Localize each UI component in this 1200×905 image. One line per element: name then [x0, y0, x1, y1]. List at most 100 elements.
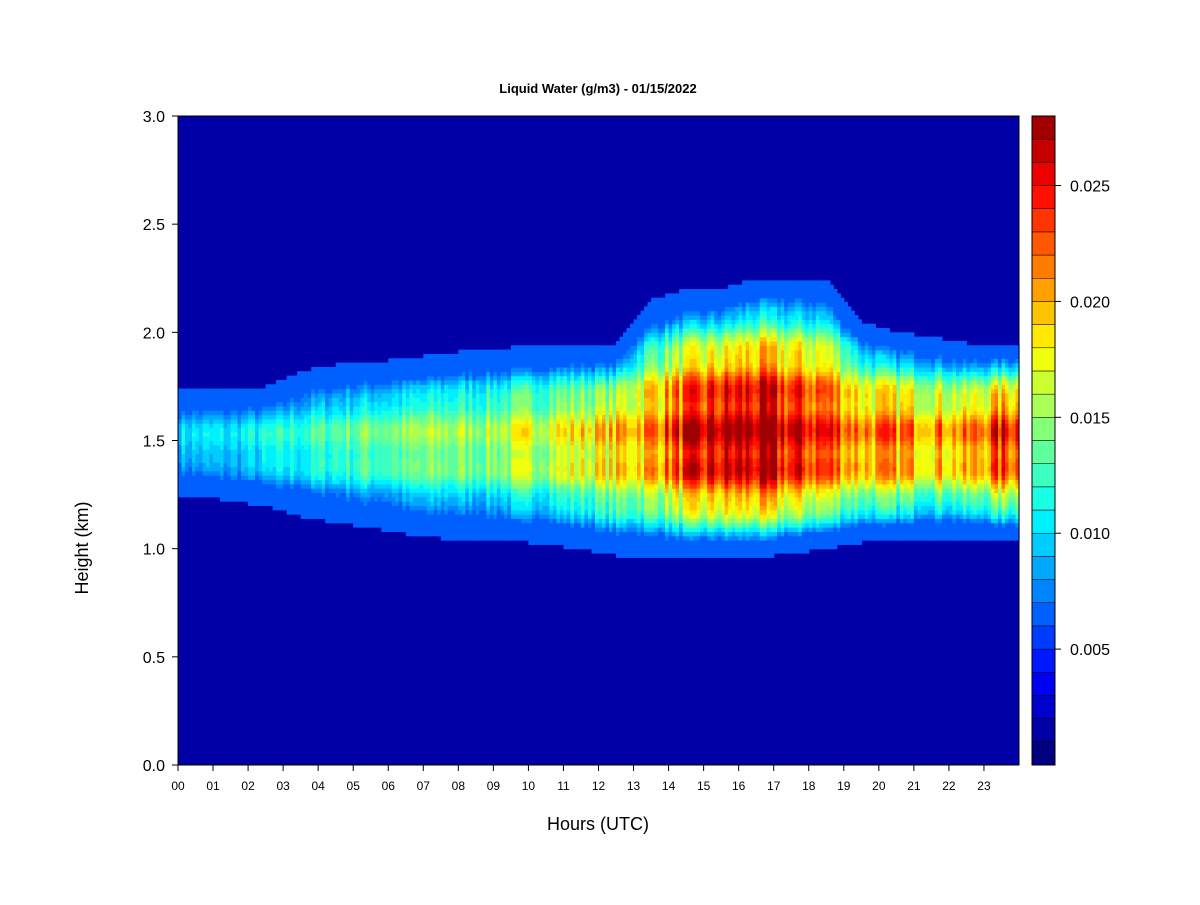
heatmap-cell — [374, 488, 378, 493]
heatmap-cell — [479, 441, 483, 446]
heatmap-cell — [437, 432, 441, 437]
heatmap-cell — [486, 350, 490, 355]
heatmap-cell — [441, 523, 445, 528]
heatmap-cell — [357, 419, 361, 424]
heatmap-cell — [599, 367, 603, 372]
heatmap-cell — [343, 428, 347, 433]
heatmap-cell — [532, 415, 536, 420]
heatmap-cell — [357, 441, 361, 446]
heatmap-cell — [507, 393, 511, 398]
heatmap-cell — [462, 492, 466, 497]
heatmap-cell — [532, 432, 536, 437]
heatmap-cell — [364, 428, 368, 433]
heatmap-cell — [556, 441, 560, 446]
heatmap-cell — [339, 462, 343, 467]
heatmap-cell — [514, 488, 518, 493]
heatmap-cell — [497, 415, 501, 420]
heatmap-cell — [269, 415, 273, 420]
heatmap-cell — [577, 345, 581, 350]
heatmap-cell — [238, 436, 242, 441]
heatmap-cell — [542, 475, 546, 480]
heatmap-cell — [599, 371, 603, 376]
heatmap-cell — [409, 376, 413, 381]
heatmap-cell — [507, 462, 511, 467]
heatmap-cell — [563, 458, 567, 463]
heatmap-cell — [630, 466, 634, 471]
heatmap-cell — [528, 376, 532, 381]
heatmap-cell — [329, 428, 333, 433]
heatmap-cell — [599, 523, 603, 528]
heatmap-cell — [350, 428, 354, 433]
heatmap-cell — [588, 410, 592, 415]
heatmap-cell — [206, 453, 210, 458]
heatmap-cell — [287, 462, 291, 467]
heatmap-cell — [490, 428, 494, 433]
heatmap-cell — [599, 549, 603, 554]
heatmap-cell — [462, 358, 466, 363]
heatmap-cell — [609, 449, 613, 454]
heatmap-cell — [469, 376, 473, 381]
heatmap-cell — [465, 484, 469, 489]
heatmap-cell — [318, 449, 322, 454]
heatmap-cell — [497, 358, 501, 363]
heatmap-cell — [427, 449, 431, 454]
heatmap-cell — [178, 389, 182, 394]
heatmap-cell — [185, 406, 189, 411]
heatmap-cell — [584, 367, 588, 372]
heatmap-cell — [287, 488, 291, 493]
heatmap-cell — [402, 445, 406, 450]
heatmap-cell — [301, 432, 305, 437]
heatmap-cell — [255, 449, 259, 454]
heatmap-cell — [206, 436, 210, 441]
heatmap-cell — [385, 466, 389, 471]
heatmap-cell — [343, 458, 347, 463]
heatmap-cell — [606, 510, 610, 515]
heatmap-cell — [409, 458, 413, 463]
heatmap-cell — [535, 389, 539, 394]
heatmap-cell — [217, 402, 221, 407]
heatmap-cell — [465, 462, 469, 467]
heatmap-cell — [304, 484, 308, 489]
heatmap-cell — [441, 406, 445, 411]
heatmap-cell — [577, 501, 581, 506]
heatmap-cell — [255, 492, 259, 497]
heatmap-cell — [560, 354, 564, 359]
heatmap-cell — [535, 531, 539, 536]
heatmap-cell — [577, 397, 581, 402]
heatmap-cell — [549, 466, 553, 471]
heatmap-cell — [602, 514, 606, 519]
heatmap-cell — [416, 406, 420, 411]
heatmap-cell — [185, 428, 189, 433]
heatmap-cell — [416, 453, 420, 458]
heatmap-cell — [574, 458, 578, 463]
heatmap-cell — [290, 441, 294, 446]
heatmap-cell — [497, 393, 501, 398]
heatmap-cell — [620, 475, 624, 480]
heatmap-cell — [395, 492, 399, 497]
heatmap-cell — [623, 337, 627, 342]
heatmap-cell — [409, 441, 413, 446]
heatmap-cell — [399, 384, 403, 389]
heatmap-cell — [560, 518, 564, 523]
heatmap-cell — [283, 475, 287, 480]
heatmap-cell — [395, 423, 399, 428]
heatmap-cell — [507, 376, 511, 381]
heatmap-cell — [315, 458, 319, 463]
heatmap-cell — [455, 384, 459, 389]
heatmap-cell — [294, 402, 298, 407]
heatmap-cell — [613, 397, 617, 402]
heatmap-cell — [378, 367, 382, 372]
heatmap-cell — [374, 449, 378, 454]
heatmap-cell — [388, 453, 392, 458]
heatmap-cell — [497, 536, 501, 541]
heatmap-cell — [234, 441, 238, 446]
heatmap-cell — [441, 428, 445, 433]
heatmap-cell — [269, 436, 273, 441]
heatmap-cell — [367, 402, 371, 407]
heatmap-cell — [416, 501, 420, 506]
heatmap-cell — [553, 475, 557, 480]
heatmap-cell — [532, 371, 536, 376]
heatmap-cell — [479, 419, 483, 424]
heatmap-cell — [304, 505, 308, 510]
heatmap-cell — [350, 497, 354, 502]
